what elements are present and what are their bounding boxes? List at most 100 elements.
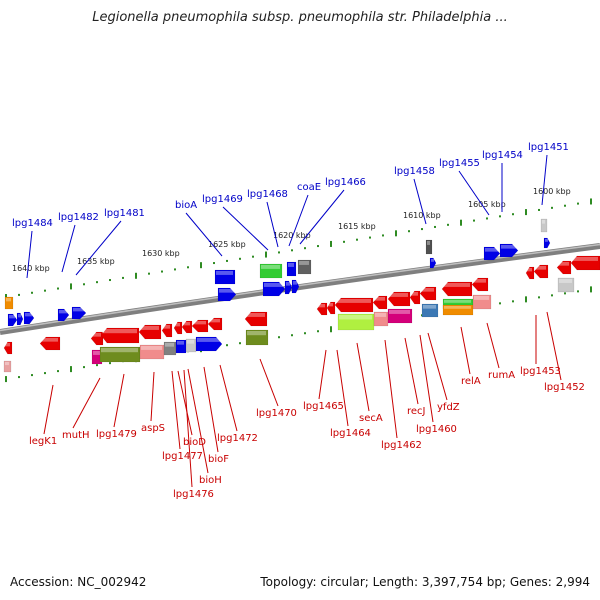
gene-feature <box>245 329 269 346</box>
gene-feature-shine <box>247 331 266 336</box>
tick-mark-upper <box>421 228 423 231</box>
bottom-gene-label[interactable]: relA <box>461 376 481 387</box>
top-leader-line <box>541 154 548 206</box>
gene-feature <box>262 281 286 297</box>
gene-feature-shine <box>336 299 371 303</box>
top-gene-label[interactable]: lpg1466 <box>325 177 366 188</box>
tick-mark-lower <box>70 366 72 373</box>
tick-mark-lower <box>18 376 20 379</box>
bottom-gene-label[interactable]: lpg1472 <box>217 433 258 444</box>
bottom-gene-label[interactable]: bioD <box>183 437 206 448</box>
gene-feature-shine <box>5 362 9 366</box>
tick-mark-lower <box>525 296 527 303</box>
gene-feature-shine <box>431 259 434 262</box>
top-gene-label[interactable]: lpg1458 <box>394 166 435 177</box>
bottom-gene-label[interactable]: legK1 <box>29 436 57 447</box>
bottom-gene-label[interactable]: yfdZ <box>437 402 460 413</box>
top-gene-label[interactable]: lpg1468 <box>247 189 288 200</box>
top-gene-label[interactable]: lpg1469 <box>202 194 243 205</box>
gene-feature <box>244 311 268 327</box>
gene-feature-shine <box>5 343 10 347</box>
bottom-gene-label[interactable]: recJ <box>407 406 426 417</box>
top-gene-label[interactable]: lpg1454 <box>482 150 523 161</box>
tick-mark-upper <box>369 236 371 239</box>
tick-mark-upper <box>382 234 384 237</box>
gene-feature <box>39 336 61 351</box>
bottom-gene-label[interactable]: lpg1464 <box>330 428 371 439</box>
bottom-gene-label[interactable]: lpg1462 <box>381 440 422 451</box>
gene-feature-shine <box>545 239 548 242</box>
bottom-leader-line <box>318 349 327 400</box>
bottom-gene-label[interactable]: secA <box>359 413 383 424</box>
gene-feature-shine <box>41 338 58 342</box>
tick-mark-upper <box>291 249 293 252</box>
gene-feature-shine <box>183 322 190 326</box>
gene-feature <box>373 311 389 327</box>
top-gene-label[interactable]: lpg1484 <box>12 218 53 229</box>
bottom-gene-label[interactable]: aspS <box>141 423 165 434</box>
leaders <box>26 154 562 488</box>
tick-mark-lower <box>278 336 280 339</box>
bottom-leader-line <box>460 326 471 375</box>
tick-mark-lower <box>109 362 111 365</box>
gene-feature-shine <box>411 292 418 296</box>
scale-label: 1600 kbp <box>533 187 571 196</box>
bottom-leader-line <box>219 364 238 432</box>
bottom-gene-label[interactable]: lpg1460 <box>416 424 457 435</box>
gene-feature <box>557 277 575 293</box>
tick-mark-upper <box>330 240 332 247</box>
bottom-gene-label[interactable]: lpg1452 <box>544 382 585 393</box>
tick-mark-upper <box>499 215 501 218</box>
bottom-leader-line <box>113 373 125 428</box>
gene-feature <box>570 255 600 271</box>
gene-feature-shine <box>6 298 11 302</box>
scale-label: 1605 kbp <box>468 200 506 209</box>
bottom-gene-label[interactable]: lpg1477 <box>162 451 203 462</box>
top-gene-label[interactable]: bioA <box>175 200 197 211</box>
gene-feature <box>3 341 13 355</box>
bottom-gene-label[interactable]: rumA <box>488 370 515 381</box>
top-gene-label[interactable]: coaE <box>297 182 321 193</box>
gene-feature <box>387 291 411 307</box>
top-gene-label[interactable]: lpg1482 <box>58 212 99 223</box>
gene-feature <box>57 308 70 322</box>
top-gene-label[interactable]: lpg1455 <box>439 158 480 169</box>
gene-feature-shine <box>219 289 234 293</box>
gene-feature <box>100 327 140 344</box>
tick-mark-upper <box>109 279 111 282</box>
gene-feature-shine <box>444 300 471 303</box>
gene-feature-shine <box>175 323 180 327</box>
scale-label: 1610 kbp <box>403 211 441 220</box>
bottom-gene-label[interactable]: lpg1476 <box>173 489 214 500</box>
gene-feature <box>195 336 223 352</box>
bottom-gene-label[interactable]: lpg1453 <box>520 366 561 377</box>
tick-mark-lower <box>512 300 514 303</box>
gene-feature <box>7 313 18 327</box>
bottom-gene-label[interactable]: mutH <box>62 430 90 441</box>
top-gene-label[interactable]: lpg1481 <box>104 208 145 219</box>
bottom-leader-line <box>384 339 398 439</box>
gene-feature-shine <box>288 263 294 267</box>
gene-feature <box>163 341 177 356</box>
top-gene-label[interactable]: lpg1451 <box>528 142 569 153</box>
bottom-gene-label[interactable]: bioF <box>208 454 229 465</box>
bottom-gene-label[interactable]: lpg1470 <box>256 408 297 419</box>
tick-mark-lower <box>226 344 228 347</box>
bottom-gene-label[interactable]: bioH <box>199 475 222 486</box>
gene-feature <box>337 313 375 331</box>
gene-feature-shine <box>339 315 372 320</box>
gene-feature-shine <box>101 348 138 353</box>
gene-feature <box>71 306 87 320</box>
gene-feature-shine <box>375 313 386 317</box>
tick-mark-upper <box>356 238 358 241</box>
gene-feature <box>409 290 421 305</box>
gene-feature-shine <box>558 262 569 266</box>
bottom-gene-label[interactable]: lpg1479 <box>96 429 137 440</box>
bottom-gene-label[interactable]: lpg1465 <box>303 401 344 412</box>
gene-feature <box>483 246 501 261</box>
gene-feature <box>419 286 437 301</box>
tick-mark-upper <box>252 255 254 258</box>
tick-mark-upper <box>447 223 449 226</box>
gene-feature-shine <box>246 313 265 317</box>
